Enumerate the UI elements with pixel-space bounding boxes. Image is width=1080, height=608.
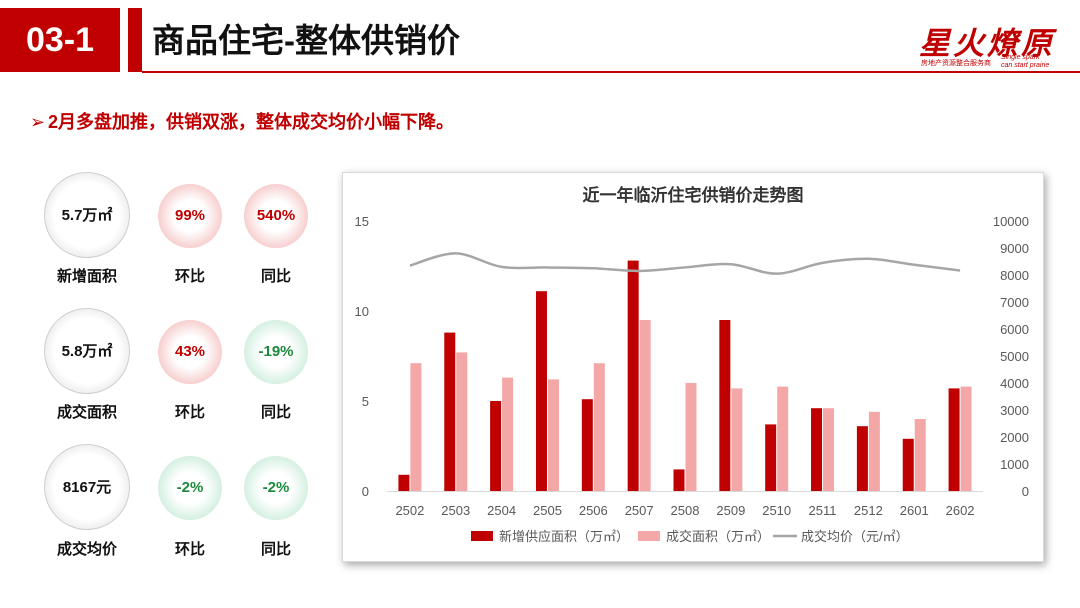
x-tick-label: 2506 (579, 503, 608, 518)
y-right-tick-label: 2000 (1000, 430, 1029, 445)
legend-label-2: 成交均价（元/㎡） (801, 529, 909, 544)
x-tick-label: 2504 (487, 503, 516, 518)
page-title: 商品住宅-整体供销价 (152, 22, 460, 59)
y-right-tick-label: 1000 (1000, 457, 1029, 472)
x-tick-label: 2511 (809, 503, 837, 518)
y-right-tick-label: 9000 (1000, 241, 1029, 256)
deal-area-yoy: -19% (244, 320, 308, 384)
y-right-tick-label: 6000 (1000, 322, 1029, 337)
x-tick-label: 2508 (671, 503, 700, 518)
y-left-tick-label: 5 (362, 394, 369, 409)
bar-supply-2512 (856, 426, 868, 491)
x-tick-label: 2505 (533, 503, 562, 518)
y-right-tick-label: 10000 (993, 214, 1029, 229)
bar-supply-2504 (490, 401, 502, 491)
bar-deal-2505 (547, 379, 559, 491)
bar-deal-2510 (777, 386, 789, 491)
headline: ➢ 2月多盘加推，供销双涨，整体成交均价小幅下降。 (30, 108, 454, 134)
brand-logo: 星火燎原 房地产资源整合服务商 Single spark can start p… (915, 18, 1055, 70)
line-avg-price (409, 252, 961, 275)
legend-label-0: 新增供应面积（万㎡） (499, 529, 629, 544)
logo-cn-subtitle: 房地产资源整合服务商 (921, 60, 991, 67)
legend-swatch-0 (471, 531, 493, 541)
deal-area-label: 成交面积 (56, 404, 117, 421)
y-right-tick-label: 4000 (1000, 376, 1029, 391)
y-right-tick-label: 3000 (1000, 403, 1029, 418)
bar-deal-2506 (593, 363, 605, 491)
y-left-tick-label: 15 (355, 214, 369, 229)
deal-area-mom: 43% (158, 320, 222, 384)
deal-area-value: 5.8万㎡ (44, 308, 130, 394)
avg-price-value: 8167元 (44, 444, 130, 530)
bar-supply-2602 (948, 388, 960, 491)
x-tick-label: 2601 (900, 503, 929, 518)
new-area-label: 新增面积 (56, 268, 117, 285)
bar-deal-2503 (456, 352, 468, 491)
bar-supply-2502 (398, 474, 410, 491)
y-right-tick-label: 5000 (1000, 349, 1029, 364)
avg-price-yoy-label: 同比 (260, 541, 291, 558)
header-divider (142, 71, 1080, 73)
bar-supply-2507 (627, 260, 639, 491)
avg-price-label: 成交均价 (56, 541, 117, 558)
headline-text: 2月多盘加推，供销双涨，整体成交均价小幅下降。 (48, 112, 455, 132)
y-left-tick-label: 0 (362, 484, 369, 499)
bar-supply-2601 (902, 438, 914, 491)
supply-sales-price-chart: 0 5 10 15 0 1000 2000 3000 4000 5000 6000 7000 8000 9… (355, 214, 1029, 544)
bar-deal-2512 (868, 411, 880, 491)
bar-supply-2508 (673, 469, 685, 491)
avg-price-mom: -2% (158, 456, 222, 520)
x-tick-label: 2503 (441, 503, 470, 518)
y-right-tick-label: 7000 (1000, 295, 1029, 310)
bar-deal-2511 (823, 408, 835, 491)
new-area-yoy-label: 同比 (260, 268, 291, 285)
x-tick-label: 2602 (946, 503, 975, 518)
bar-supply-2511 (811, 408, 823, 491)
y-left-tick-label: 10 (355, 304, 369, 319)
logo-en-line2: can start prairie (1001, 62, 1050, 69)
deal-area-mom-label: 环比 (174, 404, 205, 421)
section-number-bg (0, 8, 120, 72)
bar-deal-2509 (731, 388, 743, 491)
bar-deal-2507 (639, 320, 651, 491)
bullet-arrow-icon: ➢ (30, 112, 46, 132)
deal-area-yoy-label: 同比 (260, 404, 291, 421)
avg-price-yoy: -2% (244, 456, 308, 520)
x-tick-label: 2509 (716, 503, 745, 518)
chart-panel: 近一年临沂住宅供销价走势图 0 5 10 15 0 1000 2000 3000 4000 500… (342, 172, 1044, 562)
logo-main-text: 星火燎原 (919, 26, 1055, 61)
y-right-tick-label: 8000 (1000, 268, 1029, 283)
bar-supply-2505 (535, 291, 547, 491)
new-area-mom: 99% (158, 184, 222, 248)
bar-supply-2510 (765, 424, 777, 491)
bar-supply-2503 (444, 332, 456, 491)
x-tick-label: 2512 (854, 503, 883, 518)
bar-supply-2509 (719, 320, 731, 491)
bar-deal-2602 (960, 386, 972, 491)
bar-supply-2506 (581, 399, 593, 491)
y-right-tick-label: 0 (1022, 484, 1029, 499)
chart-title: 近一年临沂住宅供销价走势图 (582, 186, 804, 205)
new-area-yoy: 540% (244, 184, 308, 248)
x-tick-label: 2510 (762, 503, 791, 518)
header-stripe (128, 8, 142, 72)
bar-deal-2601 (914, 419, 926, 491)
bar-deal-2502 (410, 363, 422, 491)
bar-deal-2508 (685, 383, 697, 491)
legend-swatch-1 (638, 531, 660, 541)
x-tick-label: 2502 (395, 503, 424, 518)
legend-label-1: 成交面积（万㎡） (666, 529, 770, 544)
logo-en-subtitle: Single spark can start prairie (1001, 54, 1049, 70)
new-area-mom-label: 环比 (174, 268, 205, 285)
new-area-value: 5.7万㎡ (44, 172, 130, 258)
avg-price-mom-label: 环比 (174, 541, 205, 558)
bar-deal-2504 (502, 377, 514, 491)
x-tick-label: 2507 (625, 503, 654, 518)
section-number: 03-1 (25, 21, 95, 59)
logo-en-line1: Single spark (1001, 54, 1040, 61)
